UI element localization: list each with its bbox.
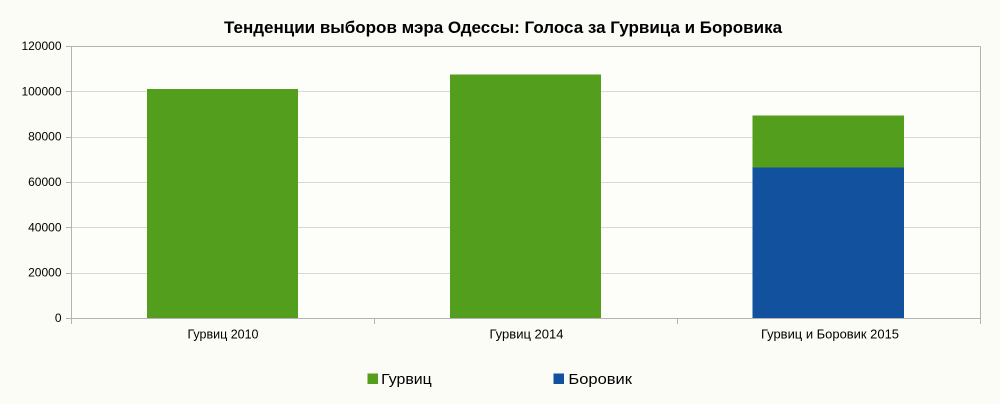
svg-text:Гурвиц 2014: Гурвиц 2014 [490,328,564,342]
svg-text:Гурвиц 2010: Гурвиц 2010 [188,328,259,342]
svg-text:Гурвиц: Гурвиц [381,372,432,388]
svg-text:Гурвиц и Боровик 2015: Гурвиц и Боровик 2015 [761,328,899,342]
svg-text:100000: 100000 [21,84,61,98]
svg-text:Боровик: Боровик [568,372,632,388]
svg-text:40000: 40000 [28,220,62,234]
svg-text:80000: 80000 [28,130,62,144]
svg-text:0: 0 [55,311,62,325]
svg-text:60000: 60000 [28,175,62,189]
svg-text:20000: 20000 [28,266,62,280]
svg-text:Тенденции выборов мэра Одессы:: Тенденции выборов мэра Одессы: Голоса за… [224,18,783,37]
svg-text:120000: 120000 [21,39,61,53]
